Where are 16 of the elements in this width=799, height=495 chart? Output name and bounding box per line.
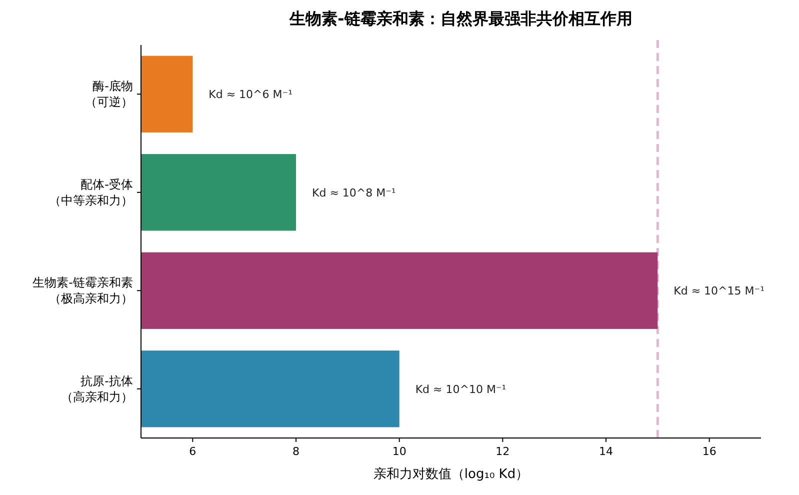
x-tick-label: 6 [189, 445, 196, 458]
x-axis-title: 亲和力对数值（log₁₀ Kd） [373, 467, 529, 482]
y-tick-label: 配体-受体（中等亲和力） [49, 177, 133, 208]
x-tick-label: 16 [702, 445, 716, 458]
chart-title: 生物素-链霉亲和素：自然界最强非共价相互作用 [288, 9, 632, 28]
x-tick-label: 12 [496, 445, 510, 458]
x-tick-label: 8 [292, 445, 300, 458]
data-label: Kd ≈ 10^10 M⁻¹ [415, 382, 506, 396]
x-tick-label: 14 [599, 445, 613, 458]
data-label: Kd ≈ 10^15 M⁻¹ [674, 284, 764, 298]
y-tick-label: 生物素-链霉亲和素（极高亲和力） [32, 276, 133, 306]
x-tick-label: 10 [392, 445, 406, 458]
data-label: Kd ≈ 10^8 M⁻¹ [312, 186, 396, 200]
y-tick-label: 酶-底物（可逆） [85, 79, 133, 110]
y-tick-label: 抗原-抗体（高亲和力） [61, 374, 133, 404]
data-label: Kd ≈ 10^6 M⁻¹ [208, 88, 292, 102]
